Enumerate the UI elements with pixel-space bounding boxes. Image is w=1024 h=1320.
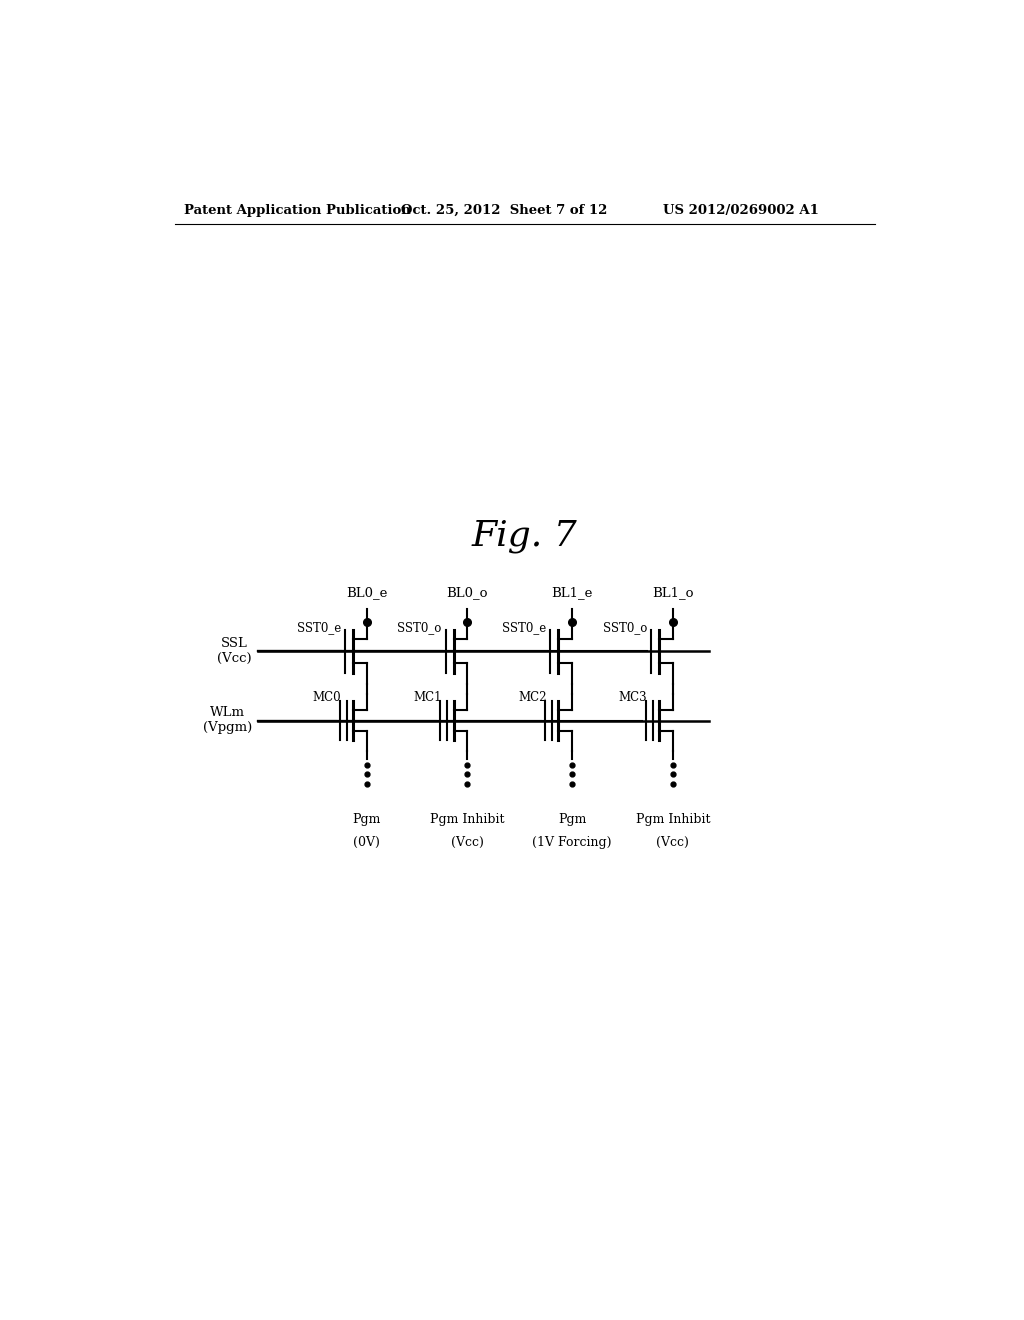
Text: BL1_o: BL1_o [652,586,693,599]
Text: BL1_e: BL1_e [551,586,593,599]
Text: SSL
(Vcc): SSL (Vcc) [217,638,252,665]
Text: (Vcc): (Vcc) [656,836,689,849]
Text: (1V Forcing): (1V Forcing) [532,836,611,849]
Text: Fig. 7: Fig. 7 [472,519,578,553]
Text: Patent Application Publication: Patent Application Publication [183,205,411,218]
Text: BL0_o: BL0_o [446,586,488,599]
Text: WLm
(Vpgm): WLm (Vpgm) [203,706,252,734]
Text: US 2012/0269002 A1: US 2012/0269002 A1 [663,205,818,218]
Text: BL0_e: BL0_e [346,586,387,599]
Text: MC2: MC2 [518,690,547,704]
Text: Oct. 25, 2012  Sheet 7 of 12: Oct. 25, 2012 Sheet 7 of 12 [400,205,607,218]
Text: (0V): (0V) [353,836,380,849]
Text: SST0_e: SST0_e [502,622,547,635]
Text: Pgm: Pgm [352,813,381,826]
Text: (Vcc): (Vcc) [451,836,484,849]
Text: Pgm Inhibit: Pgm Inhibit [636,813,710,826]
Text: Pgm Inhibit: Pgm Inhibit [430,813,505,826]
Text: MC0: MC0 [312,690,341,704]
Text: SST0_o: SST0_o [397,622,442,635]
Text: MC1: MC1 [414,690,442,704]
Text: SST0_o: SST0_o [603,622,647,635]
Text: SST0_e: SST0_e [297,622,341,635]
Text: MC3: MC3 [618,690,647,704]
Text: Pgm: Pgm [558,813,587,826]
